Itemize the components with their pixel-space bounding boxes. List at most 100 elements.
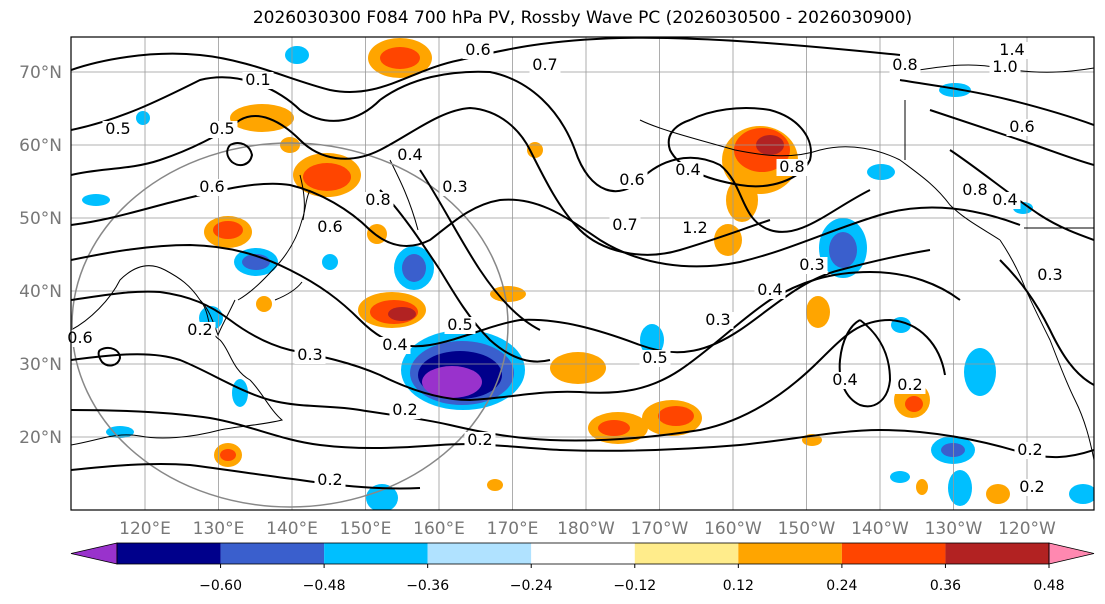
anomaly-blob [82, 194, 110, 206]
colorbar-label: −0.60 [199, 578, 242, 594]
lat-label: 50°N [19, 209, 62, 229]
anomaly-blob [380, 47, 420, 69]
anomaly-blob [487, 479, 503, 491]
anomaly-shading [82, 38, 1094, 510]
contour-label-bg [462, 42, 494, 59]
contour-label-bg [362, 192, 394, 209]
contour-label: 0.2 [467, 430, 492, 449]
contour-label-bg [389, 402, 421, 419]
contour-label: 0.5 [105, 119, 130, 138]
anomaly-blob [303, 163, 351, 191]
contour-labels: 0.6 0.7 0.1 0.5 0.5 0.6 0.6 0.4 0.3 0.8 0.6 0.4 0.8 0… [64, 40, 1066, 496]
contour-label-bg [672, 162, 704, 179]
lat-label: 70°N [19, 63, 62, 83]
contour-label-bg [829, 372, 861, 389]
anomaly-blob [490, 286, 526, 302]
longitude-labels: 120°E 130°E 140°E 150°E 160°E 170°E 180°W 170°W… [119, 519, 1056, 539]
contour-label: 0.2 [1017, 440, 1042, 459]
anomaly-blob [322, 254, 338, 270]
colorbar-frame [116, 542, 1050, 565]
pv-contour [71, 182, 1021, 268]
lon-label: 150°W [778, 519, 836, 539]
contour-label: 0.4 [397, 145, 422, 164]
contour-label: 0.6 [67, 328, 92, 347]
lon-label: 120°E [119, 519, 171, 539]
anomaly-blob [220, 449, 236, 461]
contour-label-bg [206, 121, 238, 138]
contour-label-bg [394, 147, 426, 164]
pv-contour [71, 270, 961, 402]
contour-label: 0.7 [612, 215, 637, 234]
contour-label: 0.6 [199, 177, 224, 196]
contour-label-bg [439, 179, 471, 196]
lon-label: 180°W [557, 519, 615, 539]
lon-label: 150°E [340, 519, 392, 539]
contour-label-bg [754, 282, 786, 299]
contour-label: 0.8 [365, 190, 390, 209]
contour-label: 0.3 [1037, 265, 1062, 284]
contour-label: 0.4 [832, 370, 857, 389]
lon-label: 140°E [266, 519, 318, 539]
coastline-japan [237, 189, 311, 301]
coastline-na-west [999, 239, 1094, 461]
anomaly-blob [388, 307, 416, 321]
contour-label-bg [959, 182, 991, 199]
coastline-kamchatka [389, 159, 419, 231]
contour-label: 1.2 [682, 218, 707, 237]
colorbar-label: 0.12 [723, 578, 754, 594]
pv-contour [71, 409, 1094, 459]
contour-label-bg [796, 257, 828, 274]
anomaly-blob [366, 484, 398, 510]
contour-label-bg [609, 217, 641, 234]
anomaly-blob [1069, 484, 1094, 504]
colorbar-swatch [117, 543, 221, 564]
contour-label: 0.5 [447, 315, 472, 334]
contour-label-bg [776, 159, 808, 176]
colorbar-swatch [945, 543, 1049, 564]
lon-label: 170°E [487, 519, 539, 539]
anomaly-blob [948, 470, 972, 506]
page-title: 2026030300 F084 700 hPa PV, Rossby Wave … [252, 8, 913, 28]
colorbar-swatch [220, 543, 325, 564]
lon-label: 120°W [998, 519, 1056, 539]
anomaly-blob [867, 164, 895, 180]
anomaly-blob [213, 221, 243, 239]
contour-label: 0.8 [962, 180, 987, 199]
contour-label: 0.3 [799, 255, 824, 274]
colorbar-label: −0.24 [510, 578, 553, 594]
anomaly-blob [829, 232, 857, 268]
colorbar-extend-left [70, 542, 118, 565]
lon-label: 140°W [851, 519, 909, 539]
contour-label: 0.6 [619, 170, 644, 189]
anomaly-blob [285, 46, 309, 64]
contour-label-bg [996, 42, 1028, 59]
contour-label-bg [444, 317, 476, 334]
colorbar-label: −0.36 [406, 578, 449, 594]
contour-label-bg [184, 322, 216, 339]
contour-label-bg [242, 72, 274, 89]
anomaly-blob [256, 296, 272, 312]
contour-label: 0.2 [1019, 477, 1044, 496]
coastlines [71, 64, 1094, 461]
lat-label: 30°N [19, 355, 62, 375]
colorbar-swatch [427, 543, 532, 564]
contour-label: 0.2 [392, 400, 417, 419]
contour-label: 0.2 [187, 320, 212, 339]
contour-label: 0.2 [897, 375, 922, 394]
anomaly-blob [232, 379, 248, 407]
lon-label: 130°E [193, 519, 245, 539]
contour-label: 0.2 [317, 470, 342, 489]
lon-label: 160°E [413, 519, 465, 539]
anomaly-blob [136, 111, 150, 125]
pv-contour [97, 347, 122, 367]
pv-contours [71, 37, 1094, 490]
colorbar-label: −0.48 [303, 578, 346, 594]
anomaly-blob [550, 352, 606, 384]
contour-label: 0.4 [757, 280, 782, 299]
coastline-asia [71, 265, 284, 446]
colorbar-label: −0.12 [613, 578, 656, 594]
pv-contour [899, 79, 1094, 126]
pv-contour [999, 259, 1094, 386]
contour-label: 0.3 [297, 345, 322, 364]
